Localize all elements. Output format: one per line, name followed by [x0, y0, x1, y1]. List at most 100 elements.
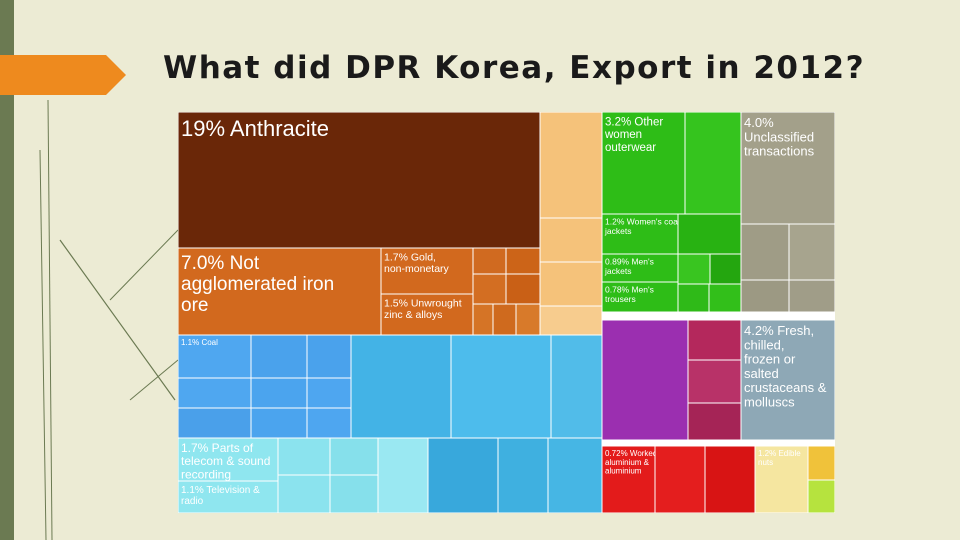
treemap-cell-label: 1.2% Women's coats & jackets	[604, 217, 693, 236]
treemap-cell-rect	[250, 334, 308, 379]
treemap-cell-unclassified: 4.0% Unclassified transactions	[740, 111, 836, 225]
treemap-cell-20	[677, 213, 742, 255]
treemap-cell-rect	[277, 474, 331, 514]
treemap-cell-rect	[427, 437, 499, 514]
treemap-cell-rect	[788, 279, 836, 313]
treemap-cell-24	[709, 253, 742, 285]
treemap-cell-39	[306, 377, 352, 409]
left-accent-bar	[0, 0, 14, 540]
arrow-polygon	[0, 55, 126, 95]
treemap-cell-52	[497, 437, 549, 514]
treemap-cell-rect	[601, 111, 686, 215]
treemap-cell-rect	[740, 319, 836, 441]
treemap-cell-36	[177, 407, 252, 439]
treemap-cell-38	[250, 407, 308, 439]
treemap-cell-label: 1.7% Parts of telecom & sound recording	[181, 441, 270, 481]
treemap-cell-63	[807, 445, 836, 481]
treemap-cell-26	[708, 283, 742, 313]
treemap-cell-35	[177, 377, 252, 409]
treemap-cell-rect	[277, 437, 331, 476]
treemap-cell-rect	[601, 253, 679, 283]
treemap-cell-46	[329, 474, 379, 514]
treemap-cell-rect	[684, 111, 742, 215]
treemap-cell-label: 1.7% Gold, non-monetary	[384, 252, 450, 276]
treemap-cell-51	[427, 437, 499, 514]
treemap-cell-rect	[380, 293, 474, 336]
treemap-cell-rect	[177, 407, 252, 439]
treemap-cell-rect	[788, 223, 836, 281]
treemap-cell-rect	[450, 334, 552, 439]
treemap-cell-rect	[329, 474, 379, 514]
treemap-cell-worked_alum: 0.72% Worked aluminium & aluminium	[601, 445, 657, 514]
treemap-cell-49	[450, 334, 552, 439]
treemap-cell-crustaceans: 4.2% Fresh, chilled, frozen or salted crusta…	[740, 319, 836, 441]
treemap-cell-rect	[740, 223, 790, 281]
treemap-cell-rect	[754, 445, 809, 514]
treemap-cell-rect	[547, 437, 603, 514]
treemap-cell-rect	[654, 445, 706, 514]
treemap-cell-45	[277, 474, 331, 514]
treemap-cell-label: 0.72% Worked aluminium & aluminium	[605, 449, 657, 476]
treemap-cell-rect	[472, 247, 507, 275]
treemap-cell-rect	[687, 359, 742, 404]
treemap-cell-18	[684, 111, 742, 215]
treemap-cell-edible_nuts: 1.2% Edible nuts	[754, 445, 809, 514]
treemap-cell-rect	[472, 273, 507, 305]
treemap-cell-57	[687, 402, 742, 441]
treemap-cell-telecom: 1.7% Parts of telecom & sound recording	[177, 437, 279, 482]
treemap-cell-10	[492, 303, 517, 336]
treemap-cell-iron_ore: 7.0% Not agglomerated iron ore	[177, 247, 382, 336]
treemap-chart: 19% Anthracite 7.0% Not agglomerated iron o…	[177, 111, 836, 514]
treemap-cell-rect	[601, 213, 679, 255]
treemap-cell-rect	[177, 247, 382, 336]
treemap-cell-rect	[539, 217, 603, 263]
treemap-cell-rect	[329, 437, 379, 476]
treemap-cell-rect	[505, 247, 541, 275]
treemap-cell-rect	[515, 303, 541, 336]
treemap-cell-rect	[472, 303, 494, 336]
treemap-cell-6	[505, 247, 541, 275]
treemap-cell-47	[377, 437, 429, 514]
treemap-cell-14	[539, 261, 603, 307]
treemap-cell-60	[654, 445, 706, 514]
treemap-cell-rect	[539, 261, 603, 307]
treemap-cell-label: 1.5% Unwrought zinc & alloys	[384, 298, 462, 322]
treemap-cell-label: 1.2% Edible nuts	[758, 449, 801, 467]
treemap-cell-64	[807, 479, 836, 514]
page-title: What did DPR Korea, Export in 2012?	[163, 50, 866, 86]
treemap-cell-13	[539, 217, 603, 263]
treemap-cell-34	[306, 334, 352, 379]
treemap-cell-rect	[250, 407, 308, 439]
treemap-cell-30	[740, 279, 790, 313]
treemap-cell-rect	[350, 334, 452, 439]
treemap-cell-48	[350, 334, 452, 439]
treemap-cell-rect	[601, 445, 656, 514]
treemap-cell-coal: 1.1% Coal	[177, 334, 252, 379]
treemap-cell-women_outer: 3.2% Other women outerwear	[601, 111, 686, 215]
treemap-cell-9	[472, 303, 494, 336]
treemap-cell-label: 19% Anthracite	[181, 116, 329, 141]
treemap-cell-rect	[740, 111, 836, 225]
treemap-cell-rect	[601, 319, 689, 441]
treemap-cell-label: 0.89% Men's jackets	[604, 257, 654, 276]
treemap-cell-33	[250, 334, 308, 379]
treemap-cell-rect	[177, 437, 279, 482]
treemap-cell-12	[539, 111, 603, 219]
treemap-cell-rect	[709, 253, 742, 285]
treemap-cell-11	[515, 303, 541, 336]
treemap-cell-television: 1.1% Television & radio	[177, 480, 279, 514]
treemap-cell-rect	[177, 111, 541, 249]
treemap-cell-28	[740, 223, 790, 281]
treemap-cell-7	[472, 273, 507, 305]
treemap-cell-rect	[687, 319, 742, 361]
treemap-cell-15	[539, 305, 603, 336]
treemap-cell-44	[329, 437, 379, 476]
treemap-cell-5	[472, 247, 507, 275]
treemap-cell-rect	[807, 479, 836, 514]
treemap-cell-men_jackets: 0.89% Men's jackets	[601, 253, 679, 283]
treemap-cell-54	[601, 319, 689, 441]
treemap-cell-43	[277, 437, 331, 476]
treemap-cell-label: 7.0% Not agglomerated iron ore	[181, 253, 334, 316]
treemap-cell-55	[687, 319, 742, 361]
treemap-cell-label: 0.78% Men's trousers	[605, 285, 654, 304]
